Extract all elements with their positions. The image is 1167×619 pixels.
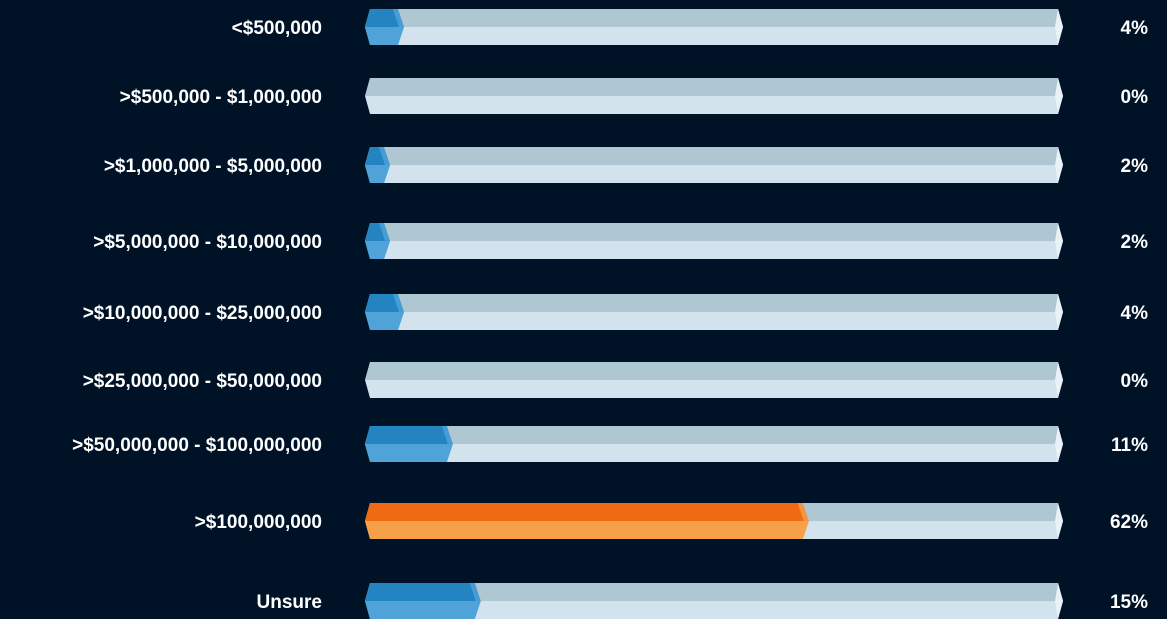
bar-end <box>392 294 404 330</box>
value-label: 0% <box>1121 371 1149 392</box>
bar-track-top <box>365 147 1063 165</box>
bar-track-top <box>365 78 1063 96</box>
bar-track-top <box>365 294 1063 312</box>
value-label: 4% <box>1121 18 1149 39</box>
value-label: 15% <box>1110 592 1148 613</box>
bar-track-end <box>1055 147 1063 183</box>
category-label: >$500,000 - $1,000,000 <box>120 87 322 108</box>
value-label: 11% <box>1111 435 1148 456</box>
bar-track-top <box>365 362 1063 380</box>
bar-track-top <box>365 426 1063 444</box>
bar-end <box>392 9 404 45</box>
bar-track-end <box>1055 503 1063 539</box>
category-label: >$25,000,000 - $50,000,000 <box>83 371 322 392</box>
bar-end <box>378 223 390 259</box>
bar-end <box>469 583 481 619</box>
bar-end <box>797 503 809 539</box>
bar-end <box>378 147 390 183</box>
bar-shade <box>365 521 809 539</box>
bar-track-end <box>1055 426 1063 462</box>
bar-track-top <box>365 583 1063 601</box>
bar-track-end <box>1055 78 1063 114</box>
bar-end <box>441 426 453 462</box>
category-label: Unsure <box>257 592 322 613</box>
bar-track-end <box>1055 362 1063 398</box>
value-label: 0% <box>1121 87 1149 108</box>
bar-track-end <box>1055 583 1063 619</box>
value-label: 2% <box>1121 232 1149 253</box>
bar-track-top <box>365 9 1063 27</box>
value-label: 2% <box>1121 156 1149 177</box>
bar-track-top <box>365 223 1063 241</box>
category-label: >$1,000,000 - $5,000,000 <box>104 156 322 177</box>
category-label: >$10,000,000 - $25,000,000 <box>83 303 322 324</box>
category-label: >$100,000,000 <box>195 512 322 533</box>
bar-shade <box>365 312 404 330</box>
value-label: 62% <box>1110 512 1148 533</box>
bar-track-end <box>1055 223 1063 259</box>
bar-shade <box>365 444 453 462</box>
category-label: >$5,000,000 - $10,000,000 <box>93 232 322 253</box>
bar-track-end <box>1055 9 1063 45</box>
bar-shade <box>365 601 481 619</box>
category-label: >$50,000,000 - $100,000,000 <box>72 435 322 456</box>
value-label: 4% <box>1121 303 1149 324</box>
bar-track-end <box>1055 294 1063 330</box>
bar-shade <box>365 27 404 45</box>
category-label: <$500,000 <box>232 18 322 39</box>
